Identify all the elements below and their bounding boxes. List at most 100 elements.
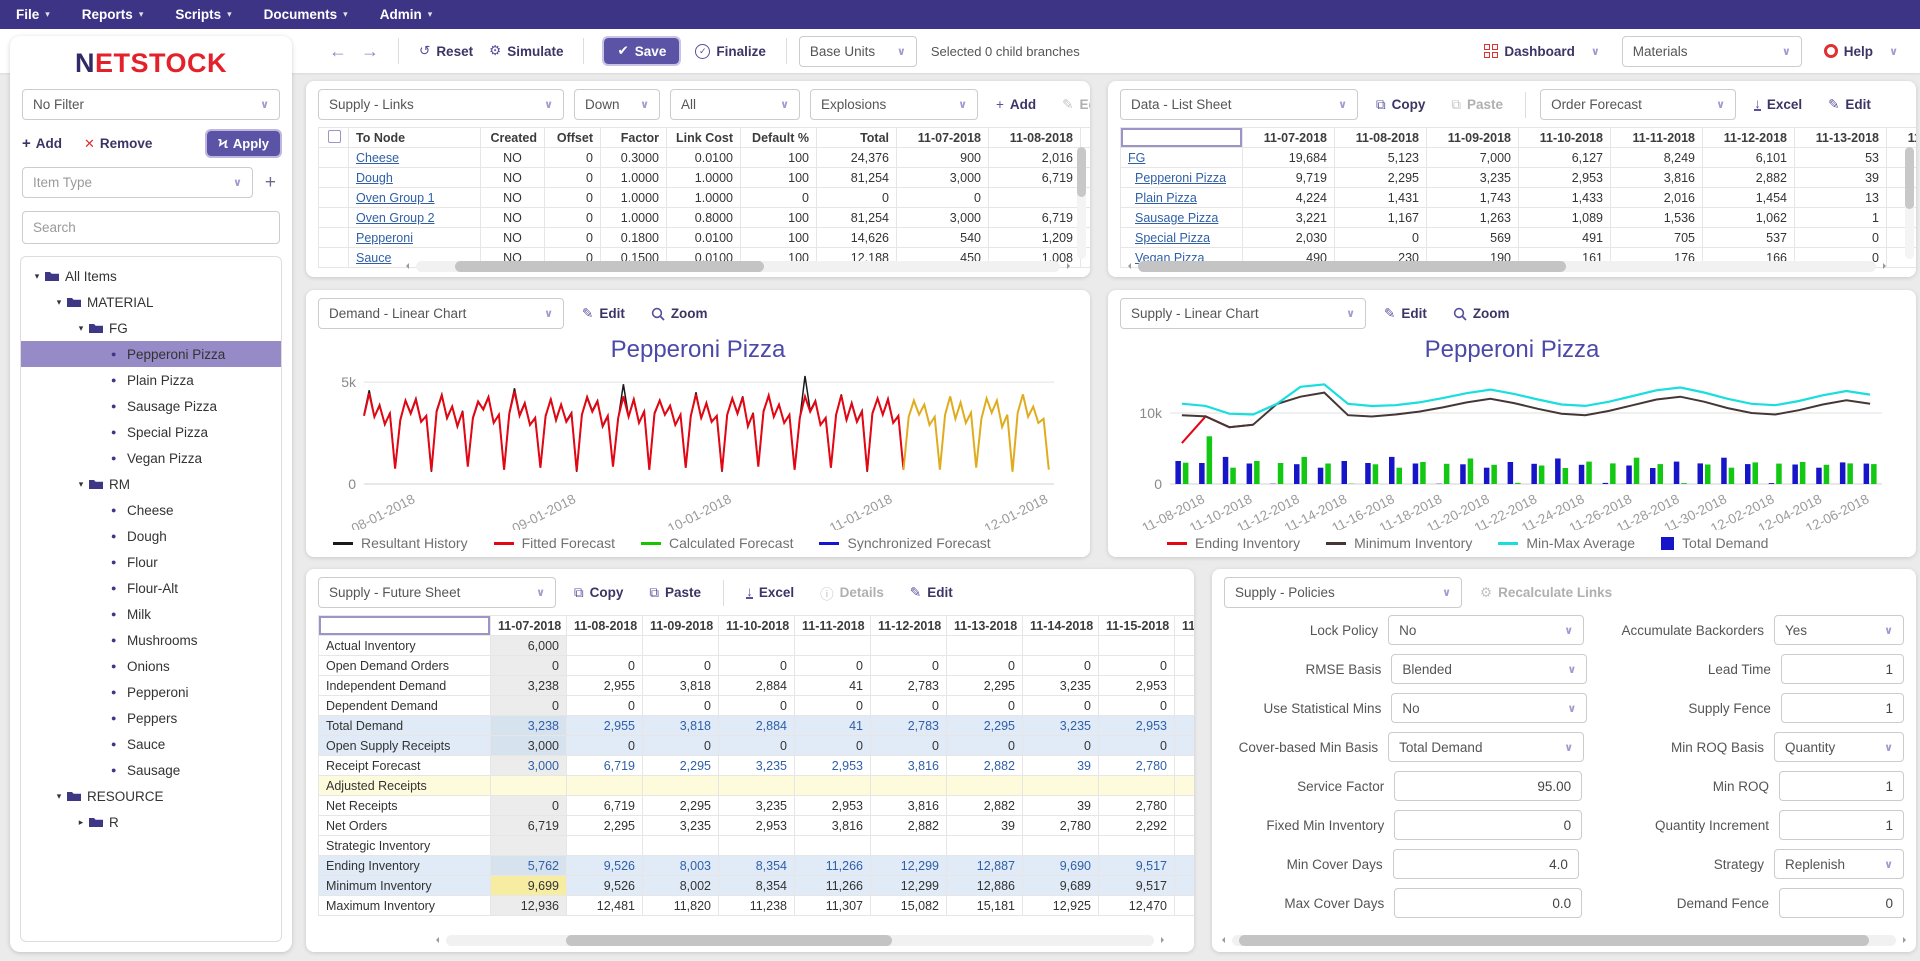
tree-item-plain-pizza[interactable]: ● Plain Pizza	[21, 367, 281, 393]
value-cell[interactable]	[1098, 635, 1175, 656]
value-cell[interactable]	[1022, 635, 1099, 656]
value-cell[interactable]	[1174, 815, 1194, 836]
value-cell[interactable]: 0	[946, 735, 1023, 756]
value-cell[interactable]: 12,299	[870, 855, 947, 876]
value-cell[interactable]: 12,886	[946, 875, 1023, 896]
value-cell[interactable]	[1174, 695, 1194, 716]
tree-item-special-pizza[interactable]: ● Special Pizza	[21, 419, 281, 445]
value-cell[interactable]: 2,295	[642, 755, 719, 776]
excel-button[interactable]: ↓ Excel	[1754, 96, 1803, 112]
tree-item-material[interactable]: ▾ MATERIAL	[21, 289, 281, 315]
value-link[interactable]: 2,953	[831, 758, 863, 773]
row-link[interactable]: Sauce	[356, 250, 392, 265]
table-row[interactable]: SauceNO00.15000.010010012,1884501,008344…	[318, 247, 1090, 268]
value-cell[interactable]: 0	[1098, 735, 1175, 756]
value-cell[interactable]: 0	[946, 695, 1023, 716]
value-cell[interactable]: 9,689	[1022, 875, 1099, 896]
value-cell[interactable]	[642, 775, 719, 796]
use-statistical-mins-select[interactable]: No ∨	[1391, 693, 1588, 723]
value-cell[interactable]: 12,887	[946, 855, 1023, 876]
value-cell[interactable]	[566, 775, 643, 796]
sheet-row[interactable]: Open Demand Orders 0 0 0 0 0 0 0 0 0	[318, 655, 1194, 676]
value-cell[interactable]: 3,816	[870, 795, 947, 816]
value-cell[interactable]	[1098, 775, 1175, 796]
value-cell[interactable]: 3,818	[642, 715, 719, 736]
value-link[interactable]: 9,690	[1059, 858, 1091, 873]
value-cell[interactable]	[794, 775, 871, 796]
value-cell[interactable]: 0	[794, 695, 871, 716]
value-cell[interactable]: 2,295	[946, 675, 1023, 696]
row-link[interactable]: Special Pizza	[1135, 230, 1211, 245]
value-link[interactable]: 8,003	[679, 858, 711, 873]
base-units-select[interactable]: Base Units ∨	[798, 35, 917, 67]
value-cell[interactable]: 3,235	[1022, 715, 1099, 736]
add-filter-button[interactable]: + Add	[22, 135, 63, 152]
horizontal-scrollbar[interactable]	[1128, 261, 1886, 272]
value-link[interactable]: 11,266	[825, 858, 863, 873]
value-cell[interactable]: 0	[1022, 735, 1099, 756]
row-link[interactable]: Pepperoni	[356, 230, 413, 245]
row-link[interactable]: Dough	[356, 170, 393, 185]
value-cell[interactable]	[870, 775, 947, 796]
value-cell[interactable]	[794, 835, 871, 856]
table-row[interactable]: Pepperoni NO 0 0.1800 0.0100 100 14,626 540 1,20…	[318, 227, 1090, 248]
supply-links-view-select[interactable]: Supply - Links ∨	[318, 89, 564, 120]
value-cell[interactable]: 0	[642, 735, 719, 756]
sheet-row[interactable]: Dependent Demand 0 0 0 0 0 0 0 0 0	[318, 695, 1194, 716]
value-link[interactable]: 2,780	[1135, 758, 1167, 773]
row-link[interactable]: Oven Group 1	[356, 190, 435, 205]
select-all-checkbox[interactable]	[328, 129, 341, 143]
edit-button[interactable]: ✎ Edit	[1828, 96, 1871, 113]
value-link[interactable]: 12,887	[976, 858, 1015, 873]
value-link[interactable]: 2,295	[983, 718, 1015, 733]
value-link[interactable]: 6,719	[603, 758, 635, 773]
sheet-row[interactable]: Maximum Inventory 12,936 12,481 11,820 11,23…	[318, 895, 1194, 916]
value-cell[interactable]	[794, 635, 871, 656]
value-link[interactable]: 8,354	[755, 858, 787, 873]
value-link[interactable]: 3,816	[907, 758, 939, 773]
strategy-select[interactable]: Replenish ∨	[1774, 849, 1904, 879]
value-cell[interactable]: 39	[1022, 795, 1099, 816]
value-cell[interactable]: 2,955	[566, 715, 643, 736]
zoom-chart-button[interactable]: Zoom	[651, 306, 708, 321]
tree-item-r[interactable]: ▸ R	[21, 809, 281, 835]
table-row[interactable]: Pepperoni Pizza 9,719 2,295 3,235 2,953 3,816…	[1120, 167, 1916, 188]
value-cell[interactable]	[1022, 775, 1099, 796]
value-cell[interactable]: 2,783	[870, 675, 947, 696]
value-cell[interactable]	[566, 835, 643, 856]
value-cell[interactable]: 3,816	[794, 815, 871, 836]
tree-item-onions[interactable]: ● Onions	[21, 653, 281, 679]
value-cell[interactable]: 0	[1022, 655, 1099, 676]
forward-arrow-icon[interactable]: →	[361, 40, 379, 61]
value-cell[interactable]: 12,299	[870, 875, 947, 896]
value-cell[interactable]: 39	[1022, 755, 1099, 776]
vertical-scrollbar[interactable]	[1905, 147, 1914, 259]
excel-button[interactable]: ↓ Excel	[746, 584, 795, 600]
sheet-row[interactable]: Strategic Inventory	[318, 835, 1194, 856]
value-link[interactable]: 3,000	[527, 758, 559, 773]
tree-item-resource[interactable]: ▾ RESOURCE	[21, 783, 281, 809]
to-node-link[interactable]: Oven Group 2	[348, 207, 481, 228]
value-cell[interactable]	[1174, 755, 1194, 776]
value-cell[interactable]: 2,295	[642, 795, 719, 816]
value-cell[interactable]	[718, 635, 795, 656]
value-cell[interactable]: 41	[794, 715, 871, 736]
value-cell[interactable]	[1174, 635, 1194, 656]
value-cell[interactable]: 8,354	[718, 855, 795, 876]
value-cell[interactable]: 8,003	[642, 855, 719, 876]
value-cell[interactable]: 2,955	[566, 675, 643, 696]
value-link[interactable]: 3,238	[527, 718, 559, 733]
zoom-chart-button[interactable]: Zoom	[1453, 306, 1510, 321]
value-cell[interactable]: 3,235	[718, 755, 795, 776]
view-materials-select[interactable]: Materials ∨	[1621, 35, 1802, 67]
value-cell[interactable]: 3,238	[490, 675, 567, 696]
value-cell[interactable]: 15,082	[870, 895, 947, 916]
row-link[interactable]: Sausage Pizza	[1135, 210, 1219, 225]
value-cell[interactable]: 0	[566, 655, 643, 676]
value-cell[interactable]: 0	[1098, 655, 1175, 676]
sheet-row[interactable]: Open Supply Receipts 3,000 0 0 0 0 0 0 0 0	[318, 735, 1194, 756]
sheet-row[interactable]: Net Receipts 0 6,719 2,295 3,235 2,953 3,816 2,…	[318, 795, 1194, 816]
back-arrow-icon[interactable]: ←	[329, 40, 347, 61]
